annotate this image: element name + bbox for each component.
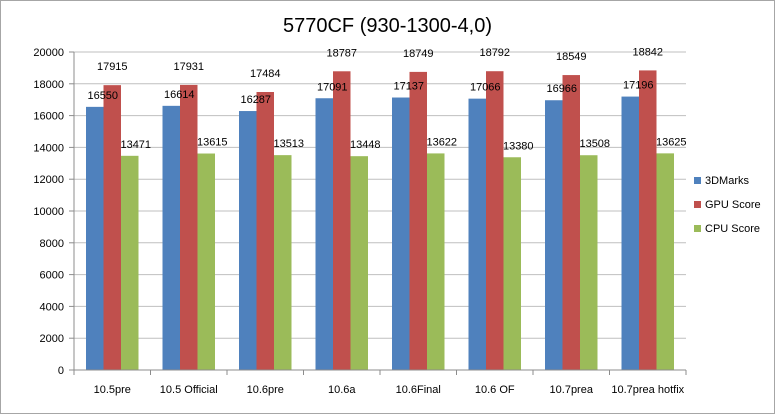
data-label-gpu-score-2: 17484	[250, 68, 281, 80]
legend-label-3dmarks: 3DMarks	[705, 175, 750, 187]
data-label-cpu-score-3: 13448	[350, 139, 381, 151]
data-label-gpu-score-7: 18842	[632, 46, 663, 58]
data-label-cpu-score-1: 13615	[197, 137, 228, 149]
bar-3dmarks-5	[468, 98, 486, 371]
data-label-gpu-score-1: 17931	[173, 61, 204, 73]
legend: 3DMarks GPU Score CPU Score	[694, 175, 761, 235]
data-label-gpu-score-3: 18787	[326, 47, 357, 59]
legend-label-gpu-score: GPU Score	[705, 199, 761, 211]
bar-gpu-score-3	[333, 71, 351, 370]
legend-swatch-gpu-score	[694, 201, 701, 208]
x-category-label-1: 10.5 Official	[160, 384, 218, 396]
data-label-3dmarks-4: 17137	[393, 81, 424, 93]
data-label-3dmarks-7: 17196	[623, 80, 654, 92]
y-tick-label-1: 2000	[40, 333, 64, 345]
bar-3dmarks-6	[545, 100, 563, 371]
y-tick-label-0: 0	[58, 365, 64, 377]
y-tick-label-4: 8000	[40, 238, 64, 250]
axes	[69, 51, 687, 375]
y-tick-label-5: 10000	[33, 206, 64, 218]
bar-cpu-score-3	[350, 156, 368, 370]
x-category-label-6: 10.7prea	[550, 384, 594, 396]
bar-cpu-score-2	[274, 155, 292, 370]
bar-cpu-score-7	[656, 153, 674, 370]
y-tick-label-3: 6000	[40, 270, 64, 282]
data-label-gpu-score-5: 18792	[479, 47, 510, 59]
data-label-gpu-score-0: 17915	[97, 61, 128, 73]
bar-gpu-score-1	[180, 84, 198, 371]
data-label-3dmarks-2: 16287	[240, 94, 271, 106]
data-label-3dmarks-3: 17091	[317, 81, 348, 93]
data-label-cpu-score-6: 13508	[579, 138, 610, 150]
bar-3dmarks-0	[86, 106, 104, 371]
data-label-cpu-score-2: 13513	[273, 138, 304, 150]
bar-3dmarks-3	[315, 98, 333, 370]
bar-cpu-score-1	[197, 153, 215, 370]
x-category-label-5: 10.6 OF	[475, 384, 515, 396]
y-tick-label-8: 16000	[33, 111, 64, 123]
bar-gpu-score-5	[486, 71, 504, 371]
x-category-label-7: 10.7prea hotfix	[611, 384, 684, 396]
y-tick-label-6: 12000	[33, 174, 64, 186]
bar-gpu-score-6	[562, 75, 580, 370]
bar-3dmarks-7	[621, 96, 639, 370]
legend-label-cpu-score: CPU Score	[705, 223, 760, 235]
legend-swatch-3dmarks	[694, 177, 701, 184]
y-tick-label-9: 18000	[33, 79, 64, 91]
data-label-3dmarks-1: 16614	[164, 89, 195, 101]
chart-title: 5770CF (930-1300-4,0)	[283, 15, 492, 37]
bar-cpu-score-0	[121, 155, 139, 370]
bar-gpu-score-4	[409, 71, 427, 370]
data-label-cpu-score-5: 13380	[503, 140, 534, 152]
data-label-cpu-score-0: 13471	[120, 139, 151, 151]
bar-cpu-score-4	[427, 153, 445, 370]
data-label-3dmarks-5: 17066	[470, 82, 501, 94]
y-tick-label-10: 20000	[33, 47, 64, 59]
bar-3dmarks-2	[239, 111, 257, 370]
data-label-cpu-score-7: 13625	[656, 136, 687, 148]
bar-gpu-score-2	[256, 92, 274, 370]
data-label-cpu-score-4: 13622	[426, 136, 457, 148]
bar-3dmarks-1	[162, 105, 180, 370]
bar-3dmarks-4	[392, 97, 410, 371]
bar-cpu-score-5	[503, 157, 521, 370]
bar-cpu-score-6	[580, 155, 598, 370]
data-label-3dmarks-0: 16550	[87, 90, 118, 102]
data-label-3dmarks-6: 16966	[546, 83, 577, 95]
data-label-gpu-score-4: 18749	[403, 48, 434, 60]
bar-gpu-score-7	[639, 70, 657, 370]
x-category-label-3: 10.6a	[328, 384, 356, 396]
x-category-label-2: 10.6pre	[247, 384, 284, 396]
legend-swatch-cpu-score	[694, 225, 701, 232]
y-tick-label-2: 4000	[40, 301, 64, 313]
x-category-label-4: 10.6Final	[396, 384, 441, 396]
x-category-label-0: 10.5pre	[94, 384, 131, 396]
bars	[86, 70, 674, 371]
labels: 0 2000 4000 6000 8000 10000 12000 14000 16000 180…	[33, 46, 686, 396]
y-tick-label-7: 14000	[33, 142, 64, 154]
bar-gpu-score-0	[103, 85, 121, 371]
data-label-gpu-score-6: 18549	[556, 51, 587, 63]
